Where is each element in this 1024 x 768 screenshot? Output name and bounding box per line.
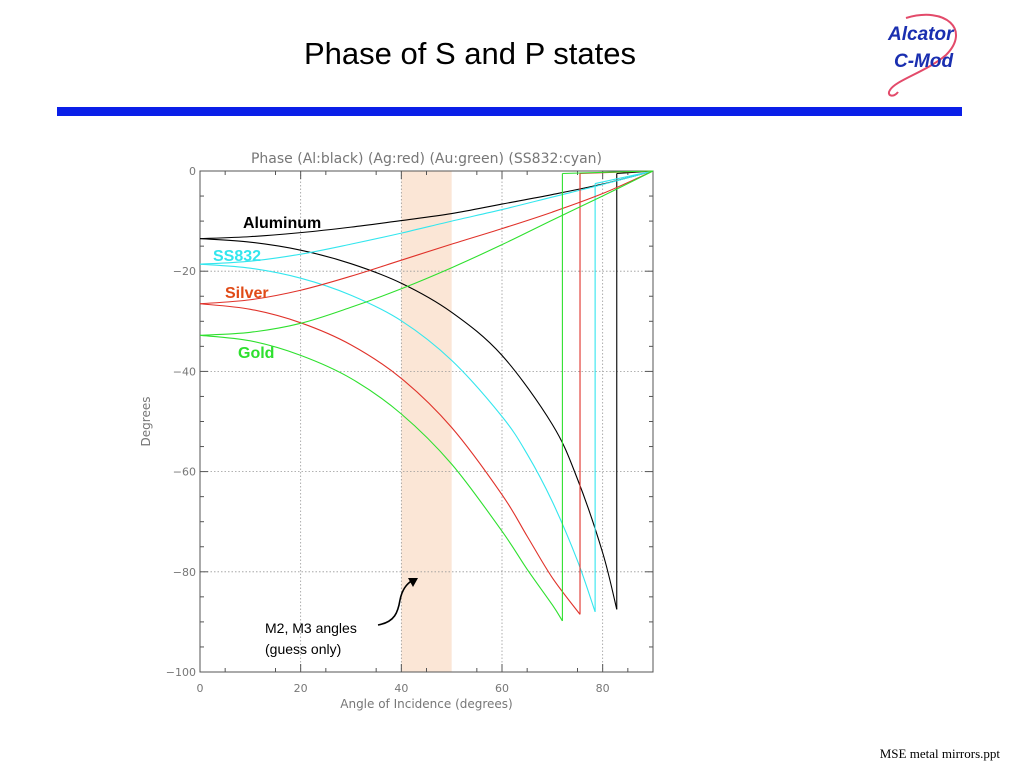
y-tick-label: −60 <box>173 466 196 479</box>
y-tick-label: −20 <box>173 265 196 278</box>
series-ss832-upper-line <box>199 170 654 265</box>
series-gold-tail-line <box>562 170 654 175</box>
series-silver-upper-line <box>199 170 654 305</box>
logo-line-1: Alcator <box>887 24 955 45</box>
y-tick-label: −80 <box>173 566 196 579</box>
x-axis-title: Angle of Incidence (degrees) <box>340 697 513 711</box>
x-tick-label: 40 <box>394 682 408 695</box>
y-tick-label: 0 <box>189 165 196 178</box>
annotation-label-2: (guess only) <box>265 641 341 657</box>
alcator-cmod-logo: Alcator C-Mod <box>887 13 957 97</box>
chart-title: Phase (Al:black) (Ag:red) (Au:green) (SS… <box>251 151 602 167</box>
annotation-arrow <box>377 579 414 626</box>
series-gold-upper-line <box>199 170 654 336</box>
y-axis-title: Degrees <box>139 397 153 447</box>
slide-title: Phase of S and P states <box>303 36 637 71</box>
logo-line-2: C-Mod <box>894 51 953 72</box>
header-bar <box>57 107 962 116</box>
series-label-silver: Silver <box>225 285 269 302</box>
series-aluminum-lower-line <box>199 238 618 610</box>
y-tick-label: −40 <box>173 365 196 378</box>
logo-swoosh <box>888 13 957 97</box>
x-tick-label: 60 <box>495 682 509 695</box>
annotation-label: M2, M3 angles <box>265 620 357 636</box>
series-ss832-lower-line <box>199 263 596 613</box>
x-tick-label: 20 <box>294 682 308 695</box>
series-aluminum-upper-line <box>199 170 654 240</box>
series-label-gold: Gold <box>238 345 274 362</box>
series-label-ss832: SS832 <box>213 248 261 265</box>
series-label-aluminum: Aluminum <box>243 215 321 232</box>
x-tick-label: 0 <box>197 682 204 695</box>
footer-filename: MSE metal mirrors.ppt <box>879 746 1000 761</box>
annotation-arrowhead <box>408 578 418 587</box>
series-silver-lower-line <box>199 303 581 615</box>
x-tick-label: 80 <box>596 682 610 695</box>
series-ss832-tail-line <box>595 170 654 185</box>
series-gold-lower-line <box>199 334 563 622</box>
y-tick-label: −100 <box>166 666 196 679</box>
